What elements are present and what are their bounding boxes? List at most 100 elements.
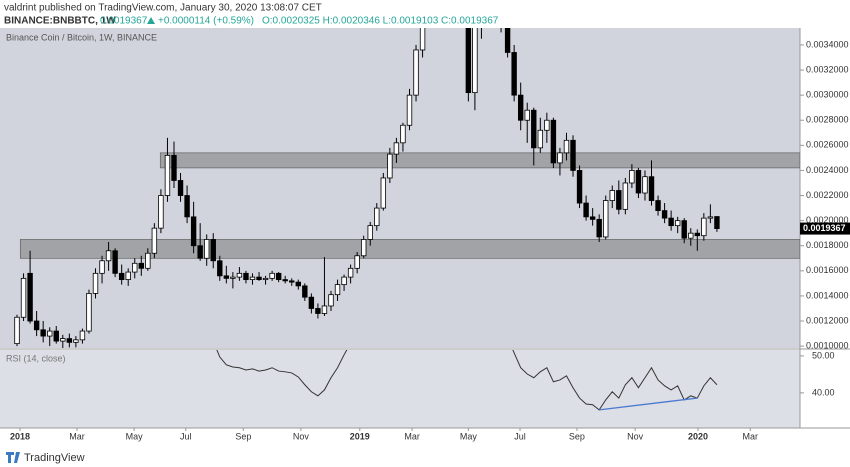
- y-tick-label: 0.0024000: [806, 165, 849, 175]
- candle-body: [544, 119, 550, 131]
- x-tick-label: Mar: [743, 431, 759, 441]
- y-tick-label: 0.0026000: [806, 140, 849, 150]
- candle-body: [400, 124, 406, 144]
- x-tick-label: Nov: [627, 431, 644, 441]
- y-tick-label: 0.0018000: [806, 240, 849, 250]
- candle-body: [302, 285, 308, 298]
- candle-body: [589, 216, 596, 220]
- candle-body: [151, 227, 158, 254]
- candle-body: [223, 275, 230, 279]
- candle-body: [603, 200, 609, 238]
- candle-body: [138, 262, 144, 269]
- candle-body: [531, 109, 537, 149]
- candle-body: [419, 28, 426, 51]
- y-tick-label: 0.0028000: [806, 115, 849, 125]
- price-pane: [0, 28, 800, 348]
- candle-body: [374, 207, 380, 227]
- candle-body: [674, 220, 681, 227]
- x-tick-label: Jul: [180, 431, 192, 441]
- change: +0.0000114 (+0.59%): [158, 16, 254, 27]
- support-line: [599, 397, 698, 411]
- candle-body: [79, 330, 86, 341]
- x-tick-label: Mar: [69, 431, 85, 441]
- candle-body: [315, 308, 321, 314]
- candle-body: [99, 260, 105, 274]
- x-tick-label: Mar: [404, 431, 420, 441]
- zone: [159, 152, 800, 169]
- candle-body: [367, 225, 373, 240]
- candle-body: [249, 276, 256, 281]
- candle-body: [40, 329, 46, 337]
- candle-body: [197, 245, 203, 259]
- x-tick-label: Jul: [514, 431, 526, 441]
- candle-body: [328, 294, 334, 307]
- candle-body: [688, 232, 694, 239]
- candle-body: [256, 276, 262, 281]
- candle-body: [204, 239, 210, 259]
- candle-body: [282, 279, 288, 282]
- candle-body: [499, 0, 504, 20]
- candle-body: [524, 109, 530, 121]
- symbol: BINANCE:BNBBTC, 1W: [4, 16, 116, 27]
- candle-body: [642, 176, 648, 194]
- candle-body: [230, 276, 236, 279]
- candle-body: [427, 0, 432, 15]
- candle-body: [511, 52, 517, 96]
- x-tick-label: Sep: [235, 431, 251, 441]
- candle-body: [27, 272, 33, 322]
- candle-body: [66, 338, 73, 343]
- logo: [6, 452, 20, 463]
- candle-body: [308, 296, 315, 309]
- candle-body: [655, 200, 661, 211]
- candle-body: [275, 272, 282, 281]
- candle-body: [14, 316, 20, 345]
- rsi-pane: [0, 350, 800, 428]
- candle-body: [406, 94, 413, 126]
- x-tick-label: Nov: [293, 431, 310, 441]
- candle-body: [47, 330, 53, 337]
- candle-body: [557, 152, 563, 164]
- candle-body: [321, 305, 328, 314]
- ohlc: O:0.0020325 H:0.0020346 L:0.0019103 C:0.…: [262, 16, 499, 27]
- candle-body: [472, 28, 478, 94]
- candle-body: [570, 139, 576, 171]
- candle-body: [158, 195, 164, 229]
- x-tick-label: 2019: [350, 431, 370, 441]
- candle-body: [217, 260, 223, 277]
- candle-body: [714, 216, 720, 229]
- candle-body: [387, 153, 393, 179]
- candle-body: [681, 220, 687, 239]
- candle-body: [563, 139, 570, 154]
- y-tick-label: 0.0030000: [806, 90, 849, 100]
- candle-body: [668, 217, 674, 227]
- candle-body: [33, 320, 40, 331]
- candle-body: [661, 210, 668, 219]
- candle-body: [629, 170, 635, 184]
- candle-body: [354, 255, 360, 269]
- candle-body: [504, 28, 511, 53]
- candle-body: [236, 272, 243, 278]
- candle-body: [334, 284, 341, 296]
- y-tick-label: 0.0032000: [806, 64, 849, 74]
- candle-body: [347, 267, 354, 278]
- candle-body: [60, 338, 66, 342]
- candle-body: [609, 190, 615, 201]
- candle-body: [210, 239, 216, 262]
- candle-body: [616, 190, 622, 210]
- candle-body: [171, 154, 177, 181]
- candle-body: [341, 276, 347, 286]
- candle-body: [465, 28, 472, 94]
- candle-body: [393, 142, 400, 155]
- candle-body: [125, 271, 131, 281]
- candle-body: [132, 262, 138, 273]
- y-tick-label: 0.0016000: [806, 265, 849, 275]
- candle-body: [576, 170, 583, 204]
- candle-body: [184, 195, 190, 218]
- y-tick-label: 0.0022000: [806, 190, 849, 200]
- candle-body: [177, 180, 184, 196]
- rsi-line: [216, 350, 718, 411]
- publisher: valdrint published on TradingView.com, J…: [4, 3, 322, 14]
- zone: [19, 239, 800, 259]
- candle-body: [86, 293, 92, 332]
- x-tick-label: May: [460, 431, 478, 441]
